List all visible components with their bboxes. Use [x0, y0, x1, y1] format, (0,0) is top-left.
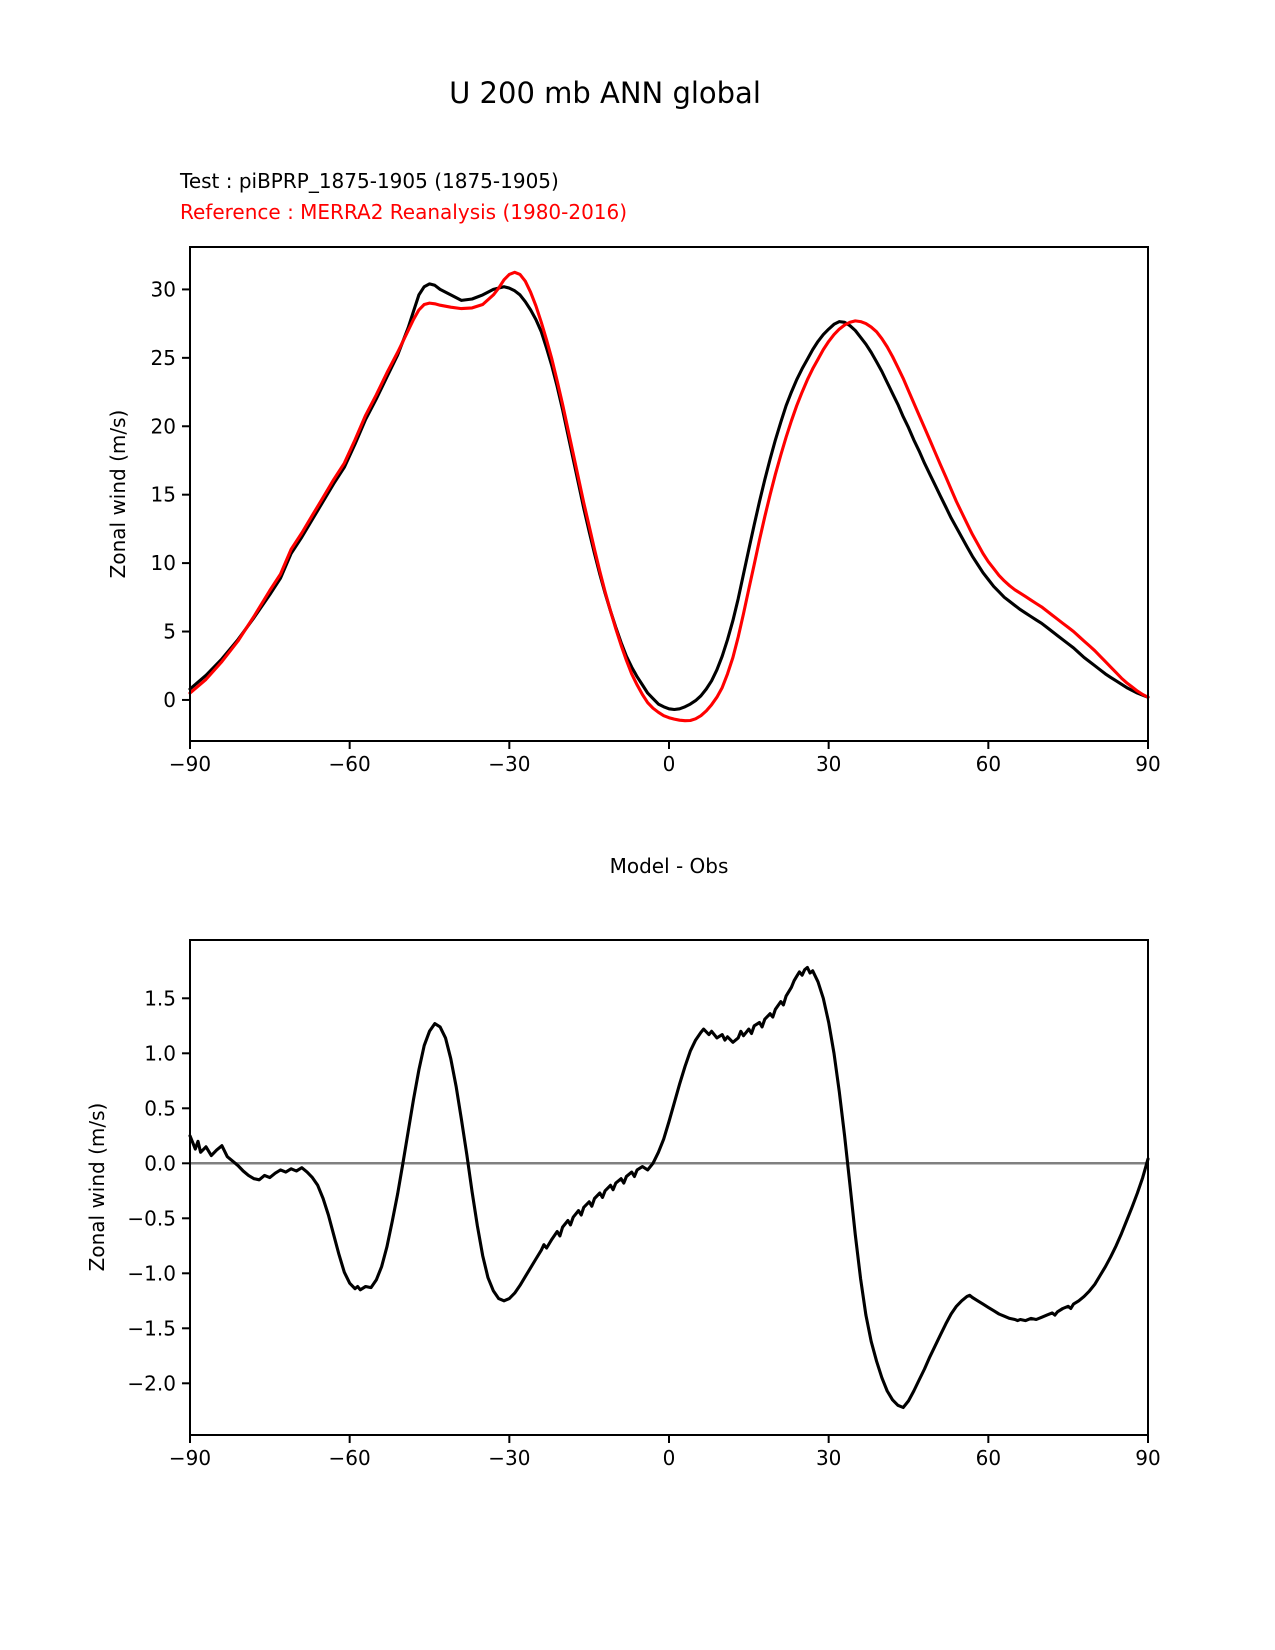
y-tick-label: −1.0: [127, 1261, 176, 1285]
top-chart: −90 −60 −30 0 30 60 90 0 5 10 15 20 25 30: [151, 246, 1161, 776]
bottom-chart-series-test: [188, 965, 1150, 1410]
top-chart-series-test: [188, 282, 1150, 712]
legend: Test : piBPRP_1875-1905 (1875-1905) Refe…: [180, 166, 627, 228]
x-tick-label: 30: [816, 1446, 841, 1470]
y-tick-label: 0.5: [144, 1096, 176, 1120]
y-tick-label: 30: [151, 277, 176, 301]
x-tick-label: 60: [976, 1446, 1001, 1470]
top-y-axis-label: Zonal wind (m/s): [106, 409, 130, 579]
x-tick-label: 90: [1135, 752, 1160, 776]
x-tick-label: 0: [663, 1446, 676, 1470]
top-chart-series-reference: [188, 270, 1150, 723]
y-tick-label: 20: [151, 414, 176, 438]
x-tick-label: 0: [663, 752, 676, 776]
top-chart-spines: [189, 246, 1149, 742]
x-tick-label: −60: [329, 752, 371, 776]
bottom-chart-title: Model - Obs: [609, 854, 729, 878]
y-tick-label: 0: [163, 688, 176, 712]
bottom-y-axis-label: Zonal wind (m/s): [85, 1102, 109, 1272]
y-tick-label: −0.5: [127, 1206, 176, 1230]
x-tick-label: −90: [169, 1446, 211, 1470]
legend-test-label: Test : piBPRP_1875-1905 (1875-1905): [180, 169, 559, 193]
bottom-chart-spines: [189, 939, 1149, 1436]
x-tick-label: 30: [816, 752, 841, 776]
y-tick-label: 1.5: [144, 986, 176, 1010]
bottom-chart: −90 −60 −30 0 30 60 90 1.5 1.0 0.5 0.0 −0.5 −1.0 −1.5…: [127, 939, 1161, 1470]
figure-title: U 200 mb ANN global: [449, 76, 761, 110]
x-tick-label: −30: [488, 1446, 530, 1470]
y-tick-label: 15: [151, 483, 176, 507]
y-tick-label: 25: [151, 346, 176, 370]
x-tick-label: 90: [1135, 1446, 1160, 1470]
x-tick-label: 60: [976, 752, 1001, 776]
x-tick-label: −90: [169, 752, 211, 776]
y-tick-label: 0.0: [144, 1151, 176, 1175]
legend-reference-label: Reference : MERRA2 Reanalysis (1980-2016…: [180, 200, 628, 224]
y-tick-label: 10: [151, 551, 176, 575]
y-tick-label: −2.0: [127, 1371, 176, 1395]
y-tick-label: 1.0: [144, 1041, 176, 1065]
y-tick-label: −1.5: [127, 1316, 176, 1340]
y-tick-label: 5: [163, 620, 176, 644]
x-tick-label: −60: [329, 1446, 371, 1470]
x-tick-label: −30: [488, 752, 530, 776]
